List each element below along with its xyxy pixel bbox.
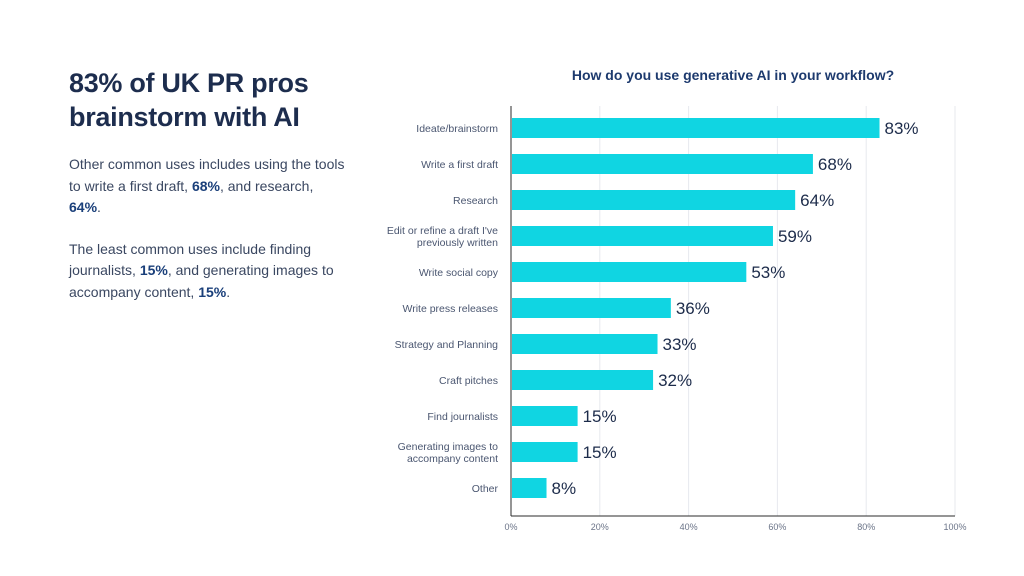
bar — [512, 118, 880, 138]
data-label: 64% — [800, 191, 834, 210]
data-label: 15% — [583, 443, 617, 462]
para1-value-draft: 68% — [191, 177, 220, 194]
para1-text-2: , and research, — [219, 177, 314, 194]
data-label: 59% — [778, 227, 812, 246]
bar — [512, 190, 796, 210]
para1-value-research: 64% — [69, 199, 98, 215]
para2-value-journalists: 15% — [139, 262, 168, 278]
bar — [512, 226, 773, 246]
x-tick-label: 40% — [680, 522, 698, 532]
bar — [512, 442, 578, 462]
category-label: Find journalists — [427, 411, 498, 423]
bar — [512, 478, 547, 498]
category-label: Research — [453, 195, 498, 207]
chart-title: How do you use generative AI in your wor… — [571, 67, 895, 83]
category-label: Strategy and Planning — [395, 339, 498, 351]
x-tick-label: 20% — [591, 522, 609, 532]
data-label: 8% — [552, 479, 577, 498]
para1-text-1: Other common uses includes using the too… — [69, 156, 345, 194]
data-label: 68% — [818, 155, 852, 174]
bar — [512, 334, 658, 354]
category-label: Write press releases — [402, 303, 498, 315]
data-label: 83% — [885, 119, 919, 138]
category-label: Generating images to accompany content — [398, 441, 499, 465]
para1-text-3: . — [97, 199, 101, 215]
data-label: 15% — [583, 407, 617, 426]
x-tick-label: 0% — [504, 522, 517, 532]
paragraph-least-uses: The least common uses include finding jo… — [69, 239, 349, 304]
para2-text-1: The least common uses include finding jo… — [69, 240, 312, 279]
category-label: Write social copy — [419, 267, 499, 279]
bar — [512, 370, 654, 390]
category-label: Craft pitches — [439, 375, 498, 387]
data-label: 36% — [676, 299, 710, 318]
para2-value-images: 15% — [198, 283, 227, 300]
para2-text-3: . — [226, 283, 231, 300]
category-label: Edit or refine a draft I've previously wr… — [387, 225, 498, 249]
category-label: Other — [472, 483, 499, 495]
bar — [512, 154, 813, 174]
data-label: 53% — [751, 263, 785, 282]
paragraph-common-uses: Other common uses includes using the too… — [69, 154, 349, 219]
data-label: 33% — [663, 335, 697, 354]
bar — [512, 406, 578, 426]
summary-panel: 83% of UK PR pros brainstorm with AI Oth… — [69, 66, 349, 323]
x-tick-label: 100% — [943, 522, 966, 532]
headline: 83% of UK PR pros brainstorm with AI — [69, 68, 309, 132]
data-label: 32% — [658, 371, 692, 390]
para2-text-2: , and generating images to accompany con… — [69, 262, 334, 300]
bar — [512, 298, 671, 318]
bar — [512, 262, 747, 282]
x-tick-label: 80% — [857, 522, 875, 532]
x-tick-label: 60% — [768, 522, 786, 532]
category-label: Ideate/brainstorm — [416, 123, 498, 135]
category-label: Write a first draft — [421, 159, 498, 171]
